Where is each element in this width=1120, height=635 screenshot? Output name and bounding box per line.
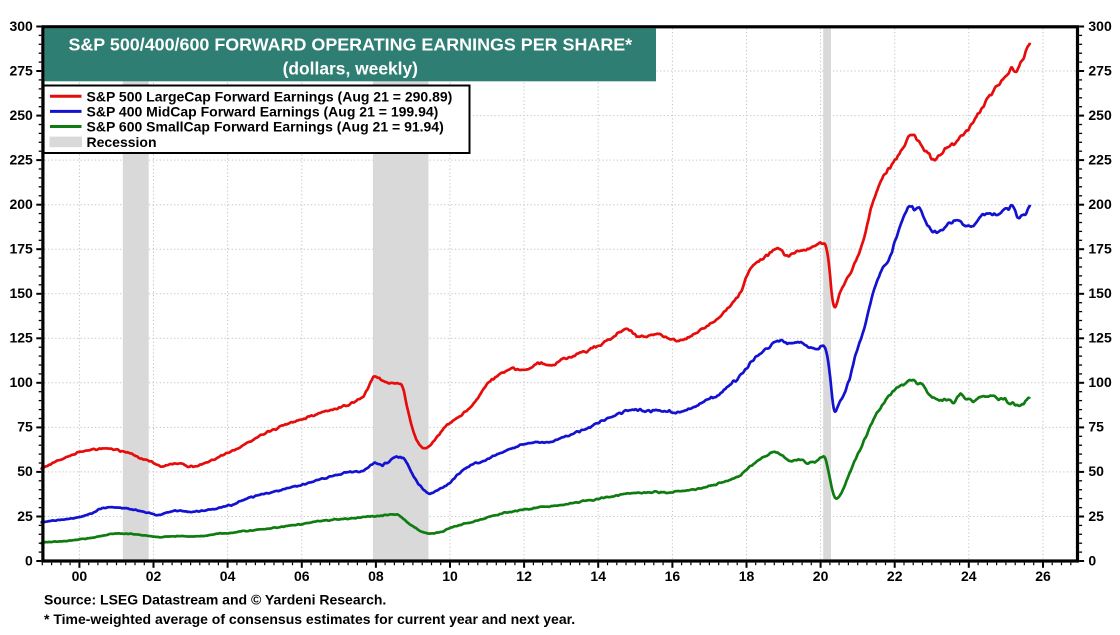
svg-text:300: 300: [1088, 18, 1112, 34]
svg-text:200: 200: [1088, 196, 1112, 212]
svg-text:125: 125: [9, 330, 33, 346]
svg-text:16: 16: [665, 568, 681, 584]
svg-text:18: 18: [739, 568, 755, 584]
svg-text:S&P 500 LargeCap Forward Earni: S&P 500 LargeCap Forward Earnings (Aug 2…: [87, 88, 453, 104]
svg-text:175: 175: [9, 241, 33, 257]
svg-text:08: 08: [368, 568, 384, 584]
svg-text:275: 275: [1088, 62, 1112, 78]
svg-text:75: 75: [17, 419, 33, 435]
svg-text:250: 250: [1088, 107, 1112, 123]
svg-text:100: 100: [9, 374, 33, 390]
svg-text:12: 12: [516, 568, 532, 584]
svg-text:125: 125: [1088, 330, 1112, 346]
svg-text:225: 225: [1088, 151, 1112, 167]
svg-text:225: 225: [9, 151, 33, 167]
svg-text:250: 250: [9, 107, 33, 123]
svg-text:(dollars, weekly): (dollars, weekly): [283, 59, 418, 79]
svg-text:300: 300: [9, 18, 33, 34]
svg-text:S&P 500/400/600 FORWARD OPERAT: S&P 500/400/600 FORWARD OPERATING EARNIN…: [68, 34, 632, 54]
svg-text:25: 25: [17, 508, 33, 524]
svg-text:S&P 600 SmallCap Forward Earni: S&P 600 SmallCap Forward Earnings (Aug 2…: [87, 119, 444, 135]
svg-text:02: 02: [146, 568, 162, 584]
svg-text:75: 75: [1088, 419, 1104, 435]
svg-text:10: 10: [442, 568, 458, 584]
svg-text:50: 50: [1088, 463, 1104, 479]
svg-text:175: 175: [1088, 241, 1112, 257]
svg-text:22: 22: [887, 568, 903, 584]
svg-text:0: 0: [25, 552, 33, 568]
svg-text:50: 50: [17, 463, 33, 479]
svg-text:100: 100: [1088, 374, 1112, 390]
svg-text:00: 00: [72, 568, 88, 584]
svg-text:150: 150: [9, 285, 33, 301]
svg-text:25: 25: [1088, 508, 1104, 524]
svg-text:S&P 400 MidCap Forward Earning: S&P 400 MidCap Forward Earnings (Aug 21 …: [87, 103, 439, 119]
svg-text:150: 150: [1088, 285, 1112, 301]
svg-text:Recession: Recession: [87, 134, 157, 150]
svg-text:20: 20: [813, 568, 829, 584]
svg-text:26: 26: [1035, 568, 1051, 584]
svg-text:200: 200: [9, 196, 33, 212]
svg-text:06: 06: [294, 568, 310, 584]
svg-text:24: 24: [961, 568, 977, 584]
svg-text:04: 04: [220, 568, 236, 584]
svg-text:14: 14: [590, 568, 606, 584]
svg-text:* Time-weighted average of con: * Time-weighted average of consensus est…: [44, 611, 575, 627]
svg-text:0: 0: [1088, 552, 1096, 568]
svg-text:Source: LSEG Datastream and ©: Source: LSEG Datastream and © Yardeni Re…: [44, 592, 386, 608]
svg-text:275: 275: [9, 62, 33, 78]
